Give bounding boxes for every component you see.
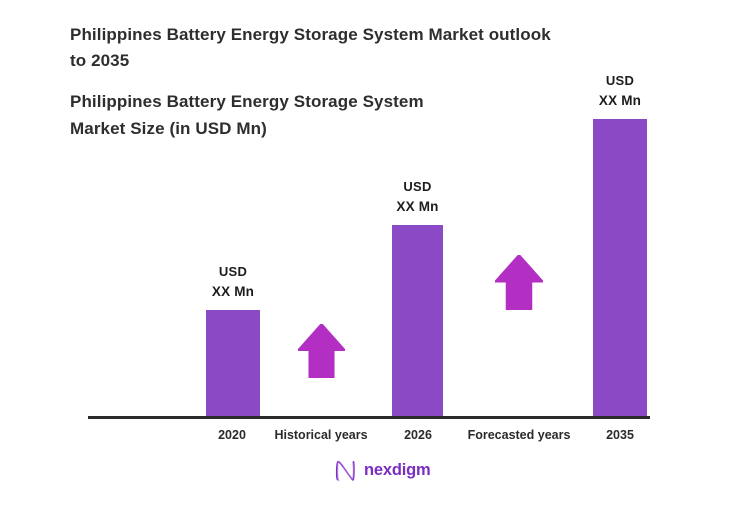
growth-arrow-icon: [495, 255, 543, 310]
chart-subtitle: Philippines Battery Energy Storage Syste…: [70, 88, 424, 142]
chart-title-line1: Philippines Battery Energy Storage Syste…: [70, 25, 551, 44]
bar-value-label-2035: USD XX Mn: [599, 71, 641, 112]
chart-subtitle-line2: Market Size (in USD Mn): [70, 119, 267, 138]
bar-value-currency-2020: USD: [218, 264, 248, 279]
x-axis-label-forecasted-years: Forecasted years: [467, 428, 571, 442]
chart-title: Philippines Battery Energy Storage Syste…: [70, 22, 551, 74]
x-axis-label-2035: 2035: [606, 428, 634, 442]
bar-2026: [392, 225, 443, 417]
nexdigm-logo-icon: [335, 460, 355, 482]
bar-group-2026: USD XX Mn: [392, 177, 443, 417]
bar-value-amount-2026: XX Mn: [396, 199, 439, 214]
x-axis-line: [88, 416, 650, 419]
bar-value-label-2020: USD XX Mn: [212, 262, 254, 303]
bar-value-amount-2035: XX Mn: [598, 93, 642, 108]
brand-logo: nexdigm: [332, 457, 431, 484]
x-axis-label-2020: 2020: [218, 428, 246, 442]
bar-value-currency-2026: USD: [403, 179, 432, 194]
x-axis-label-2026: 2026: [404, 428, 432, 442]
bar-value-label-2026: USD XX Mn: [396, 177, 438, 218]
chart-subtitle-line1: Philippines Battery Energy Storage Syste…: [70, 92, 424, 111]
bar-group-2035: USD XX Mn: [593, 71, 647, 417]
bar-value-currency-2035: USD: [605, 73, 635, 88]
chart-title-line2: to 2035: [70, 51, 130, 70]
bar-2035: [593, 119, 647, 417]
x-axis-label-historical-years: Historical years: [274, 428, 368, 442]
bar-2020: [206, 310, 260, 417]
brand-name: nexdigm: [364, 461, 431, 479]
bar-value-amount-2020: XX Mn: [211, 284, 255, 299]
bar-group-2020: USD XX Mn: [206, 262, 260, 417]
growth-arrow-icon: [298, 324, 345, 378]
